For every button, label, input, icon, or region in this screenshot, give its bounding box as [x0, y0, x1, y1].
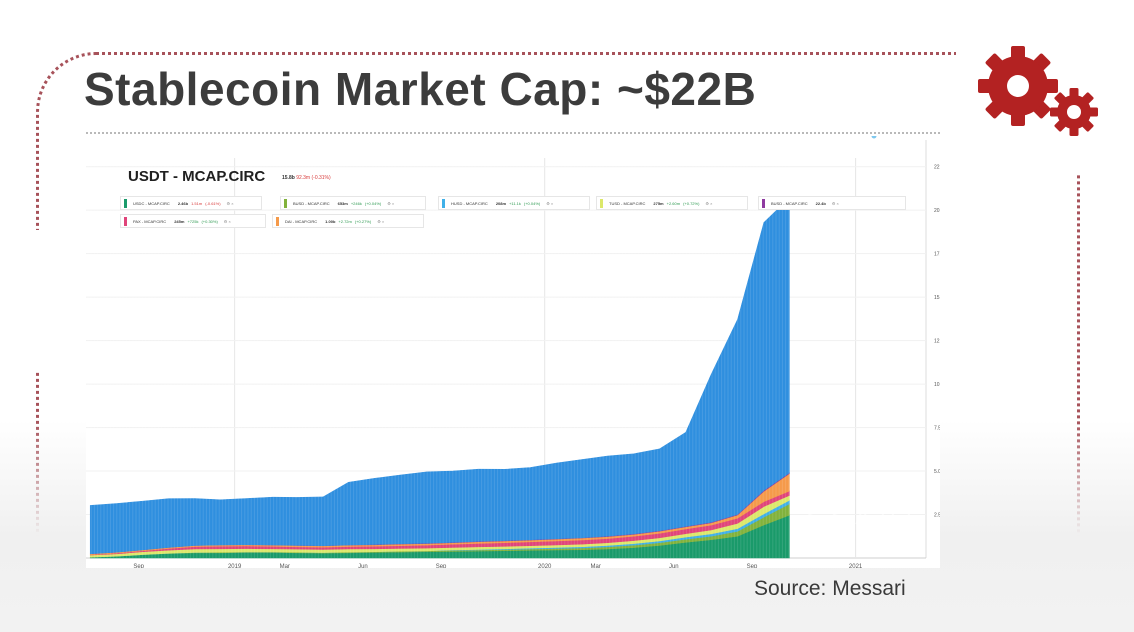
- legend-busd-2[interactable]: BUSD - MCAP.CIRC 22.4b ⚙ ×: [758, 196, 906, 210]
- legend-change-pct: (+0.72%): [683, 200, 700, 206]
- legend-tusd[interactable]: TUSD - MCAP.CIRC 275m +2.60m (+0.72%) ⚙ …: [596, 196, 748, 210]
- legend-label: DAI - MCAP.CIRC: [285, 218, 318, 224]
- legend-change-pct: (+0.30%): [201, 218, 218, 224]
- legend-change-pct: (+0.04%): [523, 200, 541, 206]
- legend-usdc[interactable]: USDC - MCAP.CIRC 2.46b 1.51m (-0.61%) ⚙ …: [120, 196, 262, 210]
- messari-watermark: SSARI: [806, 504, 923, 529]
- x-tick-label: Jun: [358, 564, 368, 568]
- legend-value: 275m: [653, 200, 664, 206]
- x-tick-label: 2020: [538, 564, 552, 568]
- legend-settings-icon[interactable]: ⚙ ×: [387, 200, 395, 206]
- legend-change: +11.1k: [509, 200, 521, 206]
- legend-busd[interactable]: BUSD - MCAP.CIRC 653m +246k (+0.04%) ⚙ ×: [280, 196, 426, 210]
- legend-label: TUSD - MCAP.CIRC: [609, 200, 646, 206]
- legend-swatch: [276, 217, 279, 226]
- legend-swatch: [442, 199, 445, 208]
- frame-gap-left: [20, 230, 50, 370]
- x-tick-label: Sep: [133, 564, 144, 568]
- gears-icon: [978, 46, 1098, 136]
- x-tick-label: Sep: [436, 564, 447, 568]
- y-tick-label: 12.5b: [934, 339, 940, 345]
- x-tick-label: Mar: [591, 564, 601, 568]
- chart-title-change-pct: (-0.31%): [311, 175, 331, 181]
- legend-pax[interactable]: PAX - MCAP.CIRC 245m +725k (+0.30%) ⚙ ×: [120, 214, 266, 228]
- legend-label: HUSD - MCAP.CIRC: [451, 200, 488, 206]
- legend-change-pct: (+0.27%): [354, 218, 372, 224]
- legend-label: BUSD - MCAP.CIRC: [771, 200, 808, 206]
- y-tick-label: 2.50b: [934, 513, 940, 519]
- x-tick-label: 2021: [849, 564, 863, 568]
- y-tick-label: 20.0b: [934, 208, 940, 214]
- legend-change-pct: (-0.61%): [205, 200, 221, 206]
- legend-change: +246k: [350, 200, 362, 206]
- legend-value: 2.46b: [177, 200, 189, 206]
- legend-settings-icon[interactable]: ⚙ ×: [831, 200, 839, 206]
- legend-value: 1.00b: [325, 218, 336, 224]
- y-tick-label: 5.00b: [934, 469, 940, 475]
- x-tick-label: Mar: [280, 564, 290, 568]
- slide-title: Stablecoin Market Cap: ~$22B: [84, 63, 757, 115]
- chart-title-change: 92.3m: [296, 175, 311, 181]
- legend-value: 208m: [495, 200, 507, 206]
- legend-husd[interactable]: HUSD - MCAP.CIRC 208m +11.1k (+0.04%) ⚙ …: [438, 196, 590, 210]
- legend-change: 1.51m: [191, 200, 203, 206]
- source-note: Source: Messari: [754, 577, 906, 600]
- legend-change: +2.60m: [666, 200, 681, 206]
- x-tick-label: Jun: [669, 564, 679, 568]
- legend-value: 22.4b: [815, 200, 826, 206]
- legend-value: 245m: [174, 218, 185, 224]
- legend-change: +725k: [187, 218, 199, 224]
- legend-settings-icon[interactable]: ⚙ ×: [223, 218, 231, 224]
- y-tick-label: 22.5b: [934, 165, 940, 171]
- legend-settings-icon[interactable]: ⚙ ×: [377, 218, 385, 224]
- y-tick-label: 15.0b: [934, 295, 940, 301]
- y-tick-label: 17.5b: [934, 252, 940, 258]
- legend-settings-icon[interactable]: ⚙ ×: [226, 200, 234, 206]
- legend-settings-icon[interactable]: ⚙ ×: [546, 200, 554, 206]
- legend-label: USDC - MCAP.CIRC: [133, 200, 170, 206]
- legend-swatch: [600, 199, 603, 208]
- chart-title: USDT - MCAP.CIRC: [128, 168, 266, 185]
- legend-label: PAX - MCAP.CIRC: [133, 218, 167, 224]
- legend-swatch: [124, 199, 127, 208]
- title-divider: [86, 132, 940, 134]
- legend-value: 653m: [337, 200, 348, 206]
- legend-change: +2.72m: [338, 218, 352, 224]
- x-tick-label: 2019: [228, 564, 242, 568]
- legend-change-pct: (+0.04%): [364, 200, 382, 206]
- legend-swatch: [284, 199, 287, 208]
- chart-title-value: 15.8b: [282, 175, 295, 181]
- legend-swatch: [124, 217, 127, 226]
- series-area-usdt: [89, 197, 790, 555]
- y-tick-label: 10.00b: [934, 382, 940, 388]
- legend-label: BUSD - MCAP.CIRC: [293, 200, 330, 206]
- legend-settings-icon[interactable]: ⚙ ×: [705, 200, 713, 206]
- current-marker: [871, 136, 877, 139]
- y-tick-label: 7.50b: [934, 426, 940, 432]
- x-tick-label: Sep: [747, 564, 758, 568]
- legend-dai[interactable]: DAI - MCAP.CIRC 1.00b +2.72m (+0.27%) ⚙ …: [272, 214, 424, 228]
- legend-swatch: [762, 199, 765, 208]
- chart-title-stats: 15.8b 92.3m (-0.31%): [282, 175, 331, 181]
